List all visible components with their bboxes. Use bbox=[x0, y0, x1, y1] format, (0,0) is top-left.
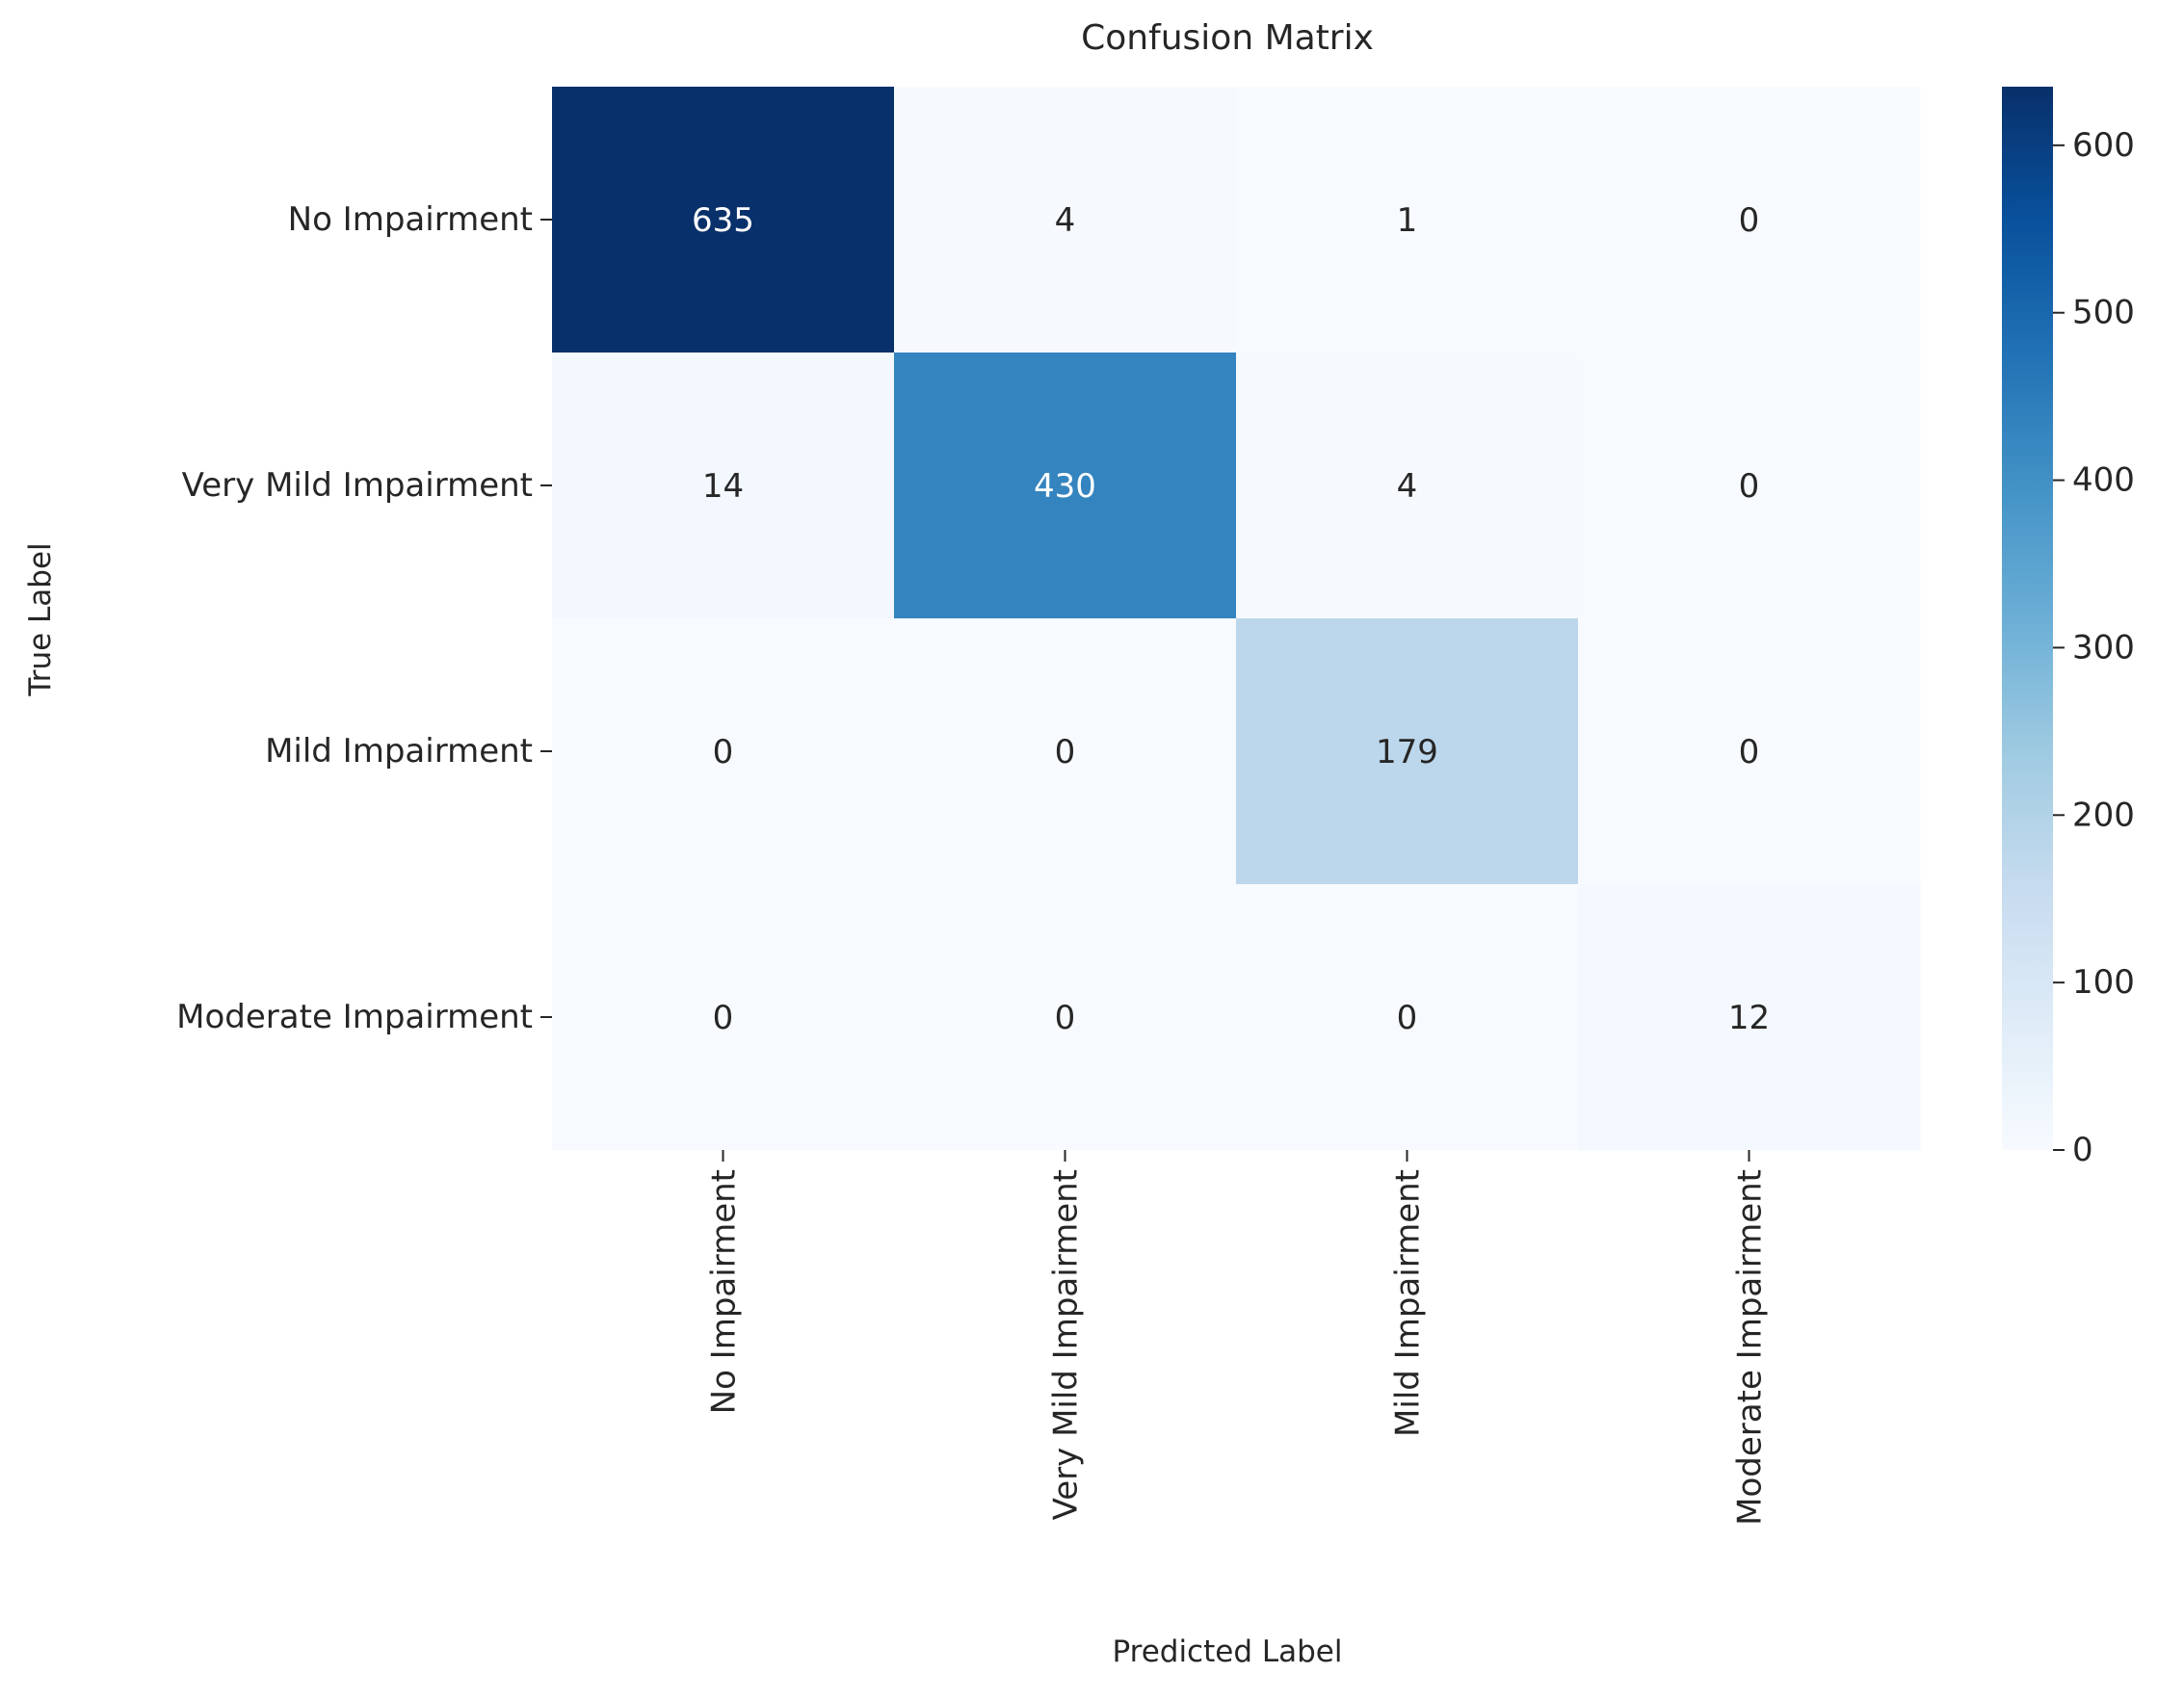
cell-value-label: 179 bbox=[1376, 733, 1438, 771]
heatmap-cell bbox=[1236, 87, 1579, 353]
cell-value-label: 12 bbox=[1728, 999, 1770, 1037]
heatmap-cell bbox=[894, 87, 1237, 353]
y-tick-label: Mild Impairment bbox=[265, 732, 533, 771]
cell-value-label: 0 bbox=[713, 733, 734, 771]
heatmap-cell bbox=[1578, 353, 1921, 619]
heatmap-cell bbox=[1578, 884, 1921, 1151]
colorbar-tick-label: 600 bbox=[2072, 126, 2135, 165]
cell-value-label: 0 bbox=[1055, 733, 1076, 771]
heatmap-cell bbox=[894, 353, 1237, 619]
y-axis-label: True Label bbox=[23, 542, 58, 696]
heatmap-cell bbox=[552, 884, 895, 1151]
y-axis: No Impairment Very Mild Impairment Mild Im… bbox=[176, 200, 552, 1036]
heatmap-cell bbox=[894, 618, 1237, 885]
colorbar-tick-label: 400 bbox=[2072, 461, 2135, 500]
cell-value-label: 4 bbox=[1055, 201, 1076, 240]
heatmap-cell bbox=[1236, 353, 1579, 619]
cell-value-label: 14 bbox=[702, 467, 744, 506]
colorbar: 0 100 200 300 400 500 600 bbox=[2002, 87, 2135, 1169]
cell-value-label: 0 bbox=[1739, 467, 1760, 506]
heatmap-cell-labels: 635 4 1 0 14 430 4 0 0 0 179 0 0 0 0 12 bbox=[692, 201, 1770, 1037]
colorbar-tick-label: 500 bbox=[2072, 294, 2135, 332]
cell-value-label: 0 bbox=[1739, 733, 1760, 771]
heatmap-cell bbox=[1578, 618, 1921, 885]
heatmap-cells bbox=[552, 87, 1921, 1151]
y-tick-label: Moderate Impairment bbox=[176, 998, 533, 1036]
colorbar-tick-label: 100 bbox=[2072, 963, 2135, 1002]
cell-value-label: 635 bbox=[692, 201, 754, 240]
colorbar-tick-label: 0 bbox=[2072, 1131, 2093, 1169]
y-tick-label: No Impairment bbox=[288, 200, 533, 239]
colorbar-tick-label: 300 bbox=[2072, 628, 2135, 667]
x-axis: No Impairment Very Mild Impairment Mild Im… bbox=[705, 1150, 1770, 1526]
heatmap-cell bbox=[1236, 884, 1579, 1151]
cell-value-label: 4 bbox=[1397, 467, 1418, 506]
cell-value-label: 0 bbox=[1397, 999, 1418, 1037]
cell-value-label: 0 bbox=[713, 999, 734, 1037]
colorbar-ticks: 0 100 200 300 400 500 600 bbox=[2053, 126, 2135, 1169]
colorbar-tick-label: 200 bbox=[2072, 796, 2135, 834]
heatmap-cell bbox=[552, 618, 895, 885]
cell-value-label: 430 bbox=[1034, 467, 1096, 506]
heatmap-cell bbox=[1236, 618, 1579, 885]
x-tick-label: Very Mild Impairment bbox=[1047, 1169, 1086, 1520]
heatmap-cell bbox=[894, 884, 1237, 1151]
x-axis-label: Predicted Label bbox=[1112, 1634, 1342, 1669]
heatmap-cell bbox=[1578, 87, 1921, 353]
heatmap-cell bbox=[552, 353, 895, 619]
x-tick-label: Mild Impairment bbox=[1389, 1169, 1428, 1437]
chart-title: Confusion Matrix bbox=[1081, 18, 1374, 58]
cell-value-label: 1 bbox=[1397, 201, 1418, 240]
cell-value-label: 0 bbox=[1055, 999, 1076, 1037]
y-tick-label: Very Mild Impairment bbox=[182, 466, 533, 505]
x-tick-label: Moderate Impairment bbox=[1731, 1169, 1770, 1526]
cell-value-label: 0 bbox=[1739, 201, 1760, 240]
colorbar-gradient bbox=[2002, 87, 2053, 1150]
heatmap-cell bbox=[552, 87, 895, 353]
x-tick-label: No Impairment bbox=[705, 1169, 744, 1414]
